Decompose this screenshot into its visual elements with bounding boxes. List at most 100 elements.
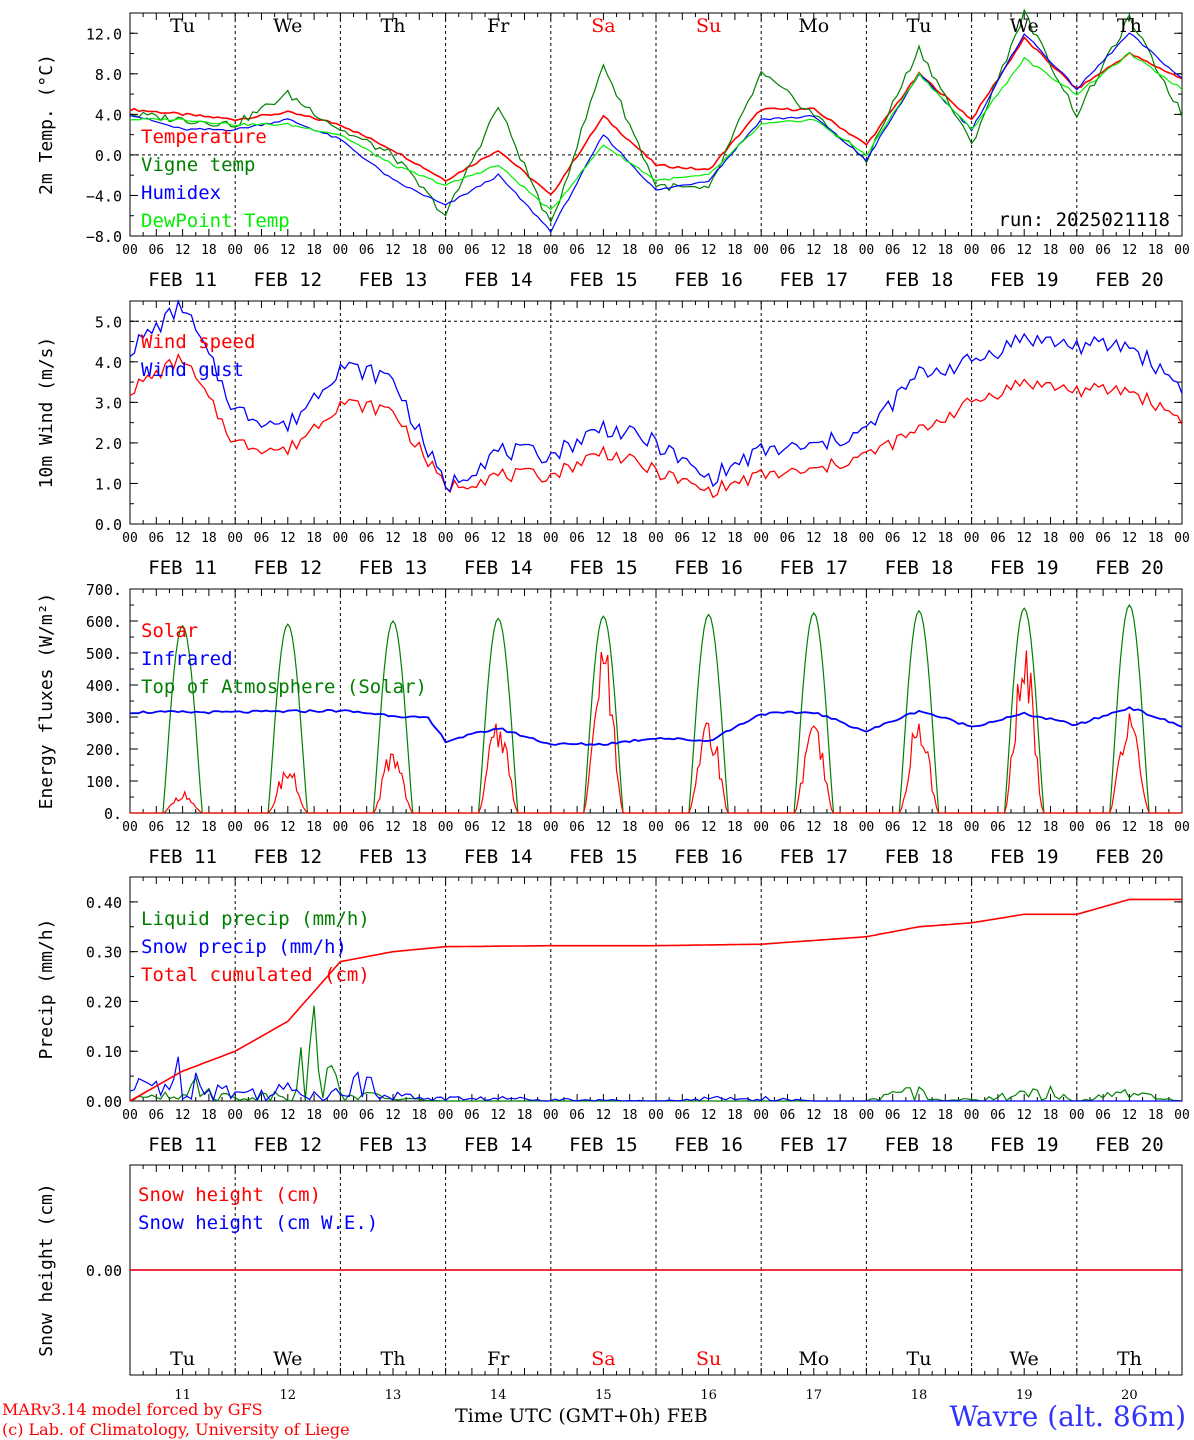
legend-entry: Temperature [141,126,267,148]
date-label: FEB 19 [990,557,1059,579]
hour-label: 12 [385,820,401,835]
hour-label: 06 [148,1108,164,1123]
hour-label: 12 [911,820,927,835]
hour-label: 12 [175,1108,191,1123]
hour-label: 18 [622,1108,638,1123]
month-label: FEB [666,1405,708,1427]
y-tick-label: 100. [86,773,122,791]
hour-label: 06 [254,820,270,835]
hour-label: 00 [1069,820,1085,835]
series-line [129,706,1183,746]
date-label: FEB 20 [1095,1134,1164,1156]
hour-label: 12 [1016,1108,1032,1123]
date-label: FEB 14 [464,269,533,291]
date-label: FEB 19 [990,846,1059,868]
date-label: FEB 18 [885,1134,954,1156]
y-tick-label: 200. [86,741,122,759]
hour-label: 00 [1174,531,1190,546]
y-axis-label: Snow height (cm) [36,1183,57,1356]
hour-label: 00 [859,820,875,835]
hour-label: 06 [780,1108,796,1123]
hour-label: 06 [464,531,480,546]
run-annotation: run: 2025021118 [998,209,1170,231]
hour-label: 06 [1095,1108,1111,1123]
series-line [129,8,1183,224]
hour-label: 00 [227,820,243,835]
y-tick-label: 1.0 [95,475,122,493]
hour-label: 00 [333,243,349,258]
day-number-label: 17 [806,1388,823,1403]
weekday-label: Tu [170,15,195,37]
hour-label: 00 [1069,243,1085,258]
weekday-label: Th [1117,1348,1142,1370]
hour-label: 06 [569,531,585,546]
panel-2: 0.0 1.0 2.0 3.0 4.0 5.0 10m Wind (m/s) Wind spe… [36,299,1190,579]
footer-model-line: MARv3.14 model forced by GFS [2,1400,263,1419]
hour-label: 06 [885,1108,901,1123]
weekday-label: We [273,15,302,37]
hour-label: 00 [859,243,875,258]
panel-1: −8.0 −4.0 0.0 4.0 8.0 12.0 2m Temp. (°C) Tu We Th… [36,8,1190,291]
date-label: FEB 14 [464,846,533,868]
legend-entry: Wind speed [141,331,255,353]
series-line [129,51,1183,211]
series-line [129,1056,1182,1103]
hour-label: 18 [937,243,953,258]
hour-label: 18 [727,1108,743,1123]
hour-label: 12 [701,820,717,835]
hour-label: 00 [753,1108,769,1123]
date-label: FEB 15 [569,557,638,579]
weekday-label: We [1010,1348,1039,1370]
station-name: Wavre (alt. 86m) [949,1400,1186,1433]
hour-label: 18 [622,820,638,835]
hour-label: 06 [148,243,164,258]
date-label: FEB 17 [779,846,848,868]
day-number-label: 18 [911,1388,928,1403]
hour-label: 06 [780,531,796,546]
hour-label: 00 [753,243,769,258]
hour-label: 06 [885,243,901,258]
date-label: FEB 13 [359,1134,428,1156]
hour-label: 06 [464,1108,480,1123]
legend-entry: DewPoint Temp [141,210,290,232]
date-label: FEB 13 [359,269,428,291]
hour-label: 18 [622,531,638,546]
hour-label: 00 [227,531,243,546]
hour-label: 00 [1174,243,1190,258]
hour-label: 00 [438,820,454,835]
y-tick-label: 0.40 [86,894,122,912]
hour-label: 12 [911,531,927,546]
hour-label: 00 [964,1108,980,1123]
weekday-label: Su [696,1348,721,1370]
y-axis-label: 10m Wind (m/s) [36,337,57,489]
date-label: FEB 18 [885,846,954,868]
hour-label: 00 [438,1108,454,1123]
y-tick-label: 5.0 [95,313,122,331]
day-number-label: 15 [595,1388,612,1403]
hour-label: 12 [385,531,401,546]
date-label: FEB 15 [569,269,638,291]
legend-entry: Vigne temp [141,154,255,176]
y-tick-label: 500. [86,645,122,663]
hour-label: 18 [411,243,427,258]
panel-4: 0.00 0.10 0.20 0.30 0.40 Precip (mm/h) Liquid … [36,876,1190,1156]
hour-label: 18 [1148,531,1164,546]
y-tick-label: −8.0 [86,228,122,246]
hour-label: 06 [359,1108,375,1123]
y-tick-label: 8.0 [95,66,122,84]
hour-label: 18 [622,243,638,258]
hour-label: 12 [806,243,822,258]
hour-label: 12 [911,1108,927,1123]
hour-label: 00 [1174,1108,1190,1123]
hour-label: 12 [280,1108,296,1123]
weekday-label: We [1010,15,1039,37]
hour-label: 00 [859,531,875,546]
date-label: FEB 17 [779,557,848,579]
hour-label: 18 [832,1108,848,1123]
hour-label: 12 [911,243,927,258]
legend-entry: Humidex [141,182,221,204]
hour-label: 12 [490,243,506,258]
hour-label: 18 [1043,820,1059,835]
hour-label: 00 [753,820,769,835]
hour-label: 18 [832,531,848,546]
